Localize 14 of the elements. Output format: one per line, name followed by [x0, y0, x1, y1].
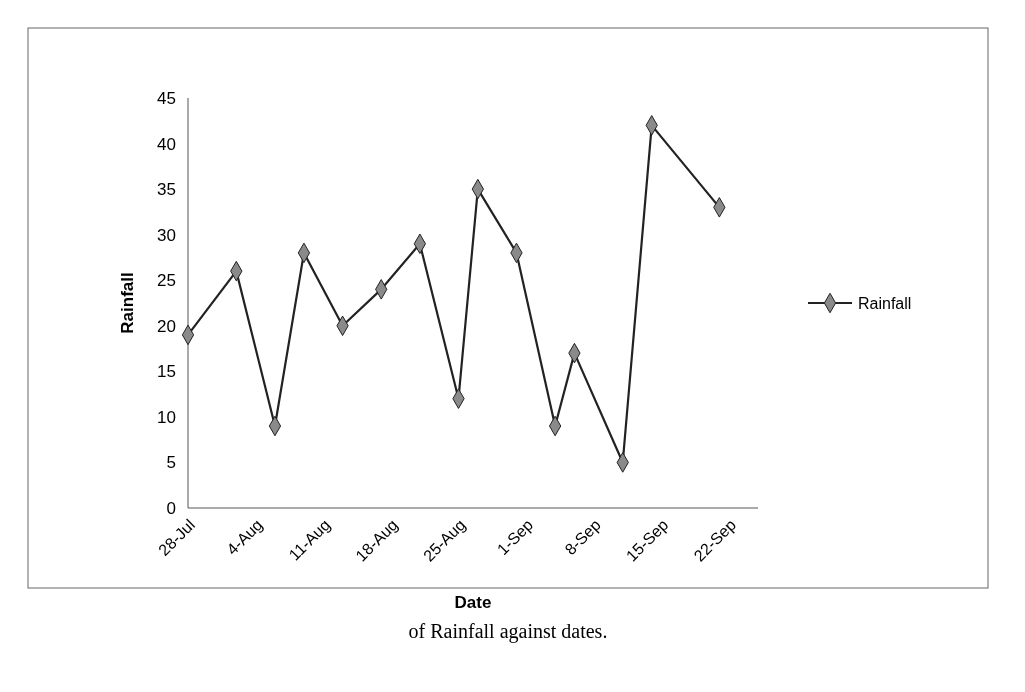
- y-axis-title: Rainfall: [118, 272, 137, 334]
- y-tick-label: 0: [166, 498, 176, 518]
- text: of Rainfall against dates.: [408, 620, 608, 643]
- y-tick-label: 35: [157, 180, 176, 200]
- y-tick-label: 30: [157, 225, 176, 245]
- y-tick-label: 15: [157, 362, 176, 382]
- x-axis-title: Date: [454, 593, 492, 612]
- y-tick-label: 5: [166, 453, 176, 473]
- y-tick-label: 45: [157, 88, 176, 108]
- legend-label: Rainfall: [858, 294, 912, 312]
- y-tick-label: 20: [157, 316, 176, 336]
- y-tick-label: 10: [157, 407, 176, 427]
- y-tick-label: 25: [157, 271, 176, 291]
- y-tick-label: 40: [157, 134, 176, 154]
